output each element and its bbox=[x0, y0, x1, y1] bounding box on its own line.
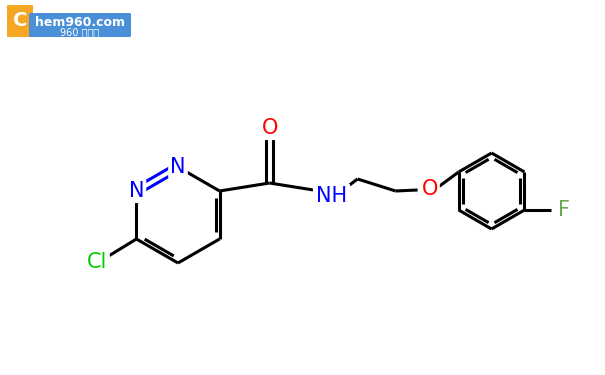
Text: O: O bbox=[421, 179, 438, 199]
FancyBboxPatch shape bbox=[29, 13, 131, 37]
Text: C: C bbox=[13, 12, 27, 30]
Text: N: N bbox=[170, 157, 186, 177]
Text: N: N bbox=[129, 181, 144, 201]
Text: F: F bbox=[558, 200, 571, 220]
Text: 960 化工网: 960 化工网 bbox=[60, 27, 100, 37]
Text: NH: NH bbox=[316, 186, 347, 206]
FancyBboxPatch shape bbox=[7, 5, 33, 37]
Text: hem960.com: hem960.com bbox=[35, 15, 125, 28]
Text: O: O bbox=[261, 118, 278, 138]
Text: Cl: Cl bbox=[87, 252, 108, 272]
